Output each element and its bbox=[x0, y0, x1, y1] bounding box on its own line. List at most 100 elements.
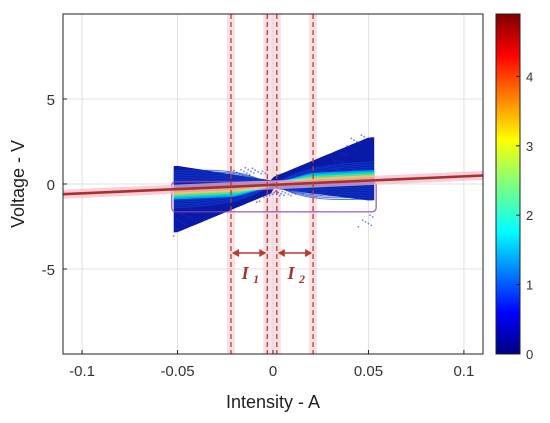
colorbar-ticks: 0 1 2 3 4 bbox=[516, 69, 533, 362]
scatter-point bbox=[224, 176, 227, 179]
scatter-point bbox=[251, 167, 254, 170]
x-tick-label: 0.05 bbox=[354, 363, 383, 380]
y-axis-label: Voltage - V bbox=[8, 140, 28, 228]
scatter-point bbox=[348, 145, 351, 148]
x-axis-ticks: -0.1 -0.05 0 0.05 0.1 bbox=[69, 350, 474, 380]
scatter-point bbox=[214, 178, 217, 181]
scatter-point bbox=[294, 193, 297, 195]
interval-label-subscript: 1 bbox=[253, 272, 259, 286]
scatter-point bbox=[191, 199, 194, 202]
scatter-point bbox=[367, 222, 370, 225]
scatter-point bbox=[320, 170, 323, 173]
colorbar-tick-label: 0 bbox=[526, 347, 533, 362]
scatter-point bbox=[285, 189, 288, 192]
scatter-point bbox=[298, 190, 301, 193]
scatter-point bbox=[277, 191, 280, 194]
scatter-point bbox=[188, 216, 191, 219]
scatter-point bbox=[284, 192, 287, 194]
scatter-point bbox=[228, 173, 231, 175]
colorbar-tick-label: 3 bbox=[526, 139, 533, 154]
fit-line-stroke bbox=[63, 174, 483, 196]
interval-label: I bbox=[286, 263, 295, 283]
scatter-point bbox=[237, 177, 240, 180]
scatter-point bbox=[231, 174, 234, 177]
scatter-point bbox=[254, 169, 257, 172]
scatter-point bbox=[261, 170, 264, 173]
scatter-point bbox=[288, 190, 291, 193]
scatter-point bbox=[343, 162, 345, 165]
scatter-point bbox=[340, 161, 343, 164]
scatter-point bbox=[184, 223, 187, 226]
scatter-point bbox=[364, 221, 367, 223]
scatter-point bbox=[207, 198, 210, 201]
fit-line bbox=[63, 171, 483, 199]
scatter-point bbox=[370, 224, 373, 227]
y-tick-label: 5 bbox=[47, 92, 55, 109]
scatter-point bbox=[359, 142, 361, 145]
scatter-point bbox=[278, 194, 281, 197]
scatter-point bbox=[172, 235, 175, 237]
scatter-point bbox=[281, 190, 284, 193]
scatter-point bbox=[296, 189, 298, 192]
scatter-point bbox=[245, 172, 248, 175]
scatter-point bbox=[336, 168, 338, 170]
scatter-point bbox=[190, 208, 192, 211]
scatter-point bbox=[175, 218, 178, 221]
scatter-point bbox=[185, 214, 188, 217]
colorbar-tick-label: 4 bbox=[526, 69, 533, 84]
scatter-point bbox=[356, 140, 358, 143]
scatter-point bbox=[347, 154, 350, 157]
scatter-point bbox=[264, 172, 267, 175]
scatter-point bbox=[174, 226, 177, 229]
interval-label-subscript: 2 bbox=[298, 272, 305, 286]
scatter-point bbox=[273, 191, 275, 194]
scatter-point bbox=[263, 196, 265, 199]
scatter-point bbox=[260, 172, 262, 175]
scatter-point bbox=[265, 195, 268, 198]
scatter-point bbox=[366, 137, 368, 140]
colorbar-tick-label: 2 bbox=[526, 208, 533, 223]
scatter-point bbox=[181, 221, 184, 224]
interval-arrow-head bbox=[305, 249, 313, 257]
scatter-point bbox=[338, 152, 341, 155]
scatter-point bbox=[194, 201, 197, 204]
scatter-point bbox=[240, 168, 242, 171]
scatter-point bbox=[344, 153, 347, 156]
scatter-point bbox=[250, 170, 252, 173]
colorbar: 0 1 2 3 4 bbox=[495, 13, 533, 362]
scatter-point bbox=[363, 135, 366, 138]
scatter-point bbox=[351, 147, 354, 150]
scatter-point bbox=[178, 219, 181, 222]
colorbar-gradient bbox=[495, 13, 521, 355]
x-tick-label: -0.1 bbox=[69, 363, 95, 380]
scatter-point bbox=[241, 174, 244, 177]
scatter-point bbox=[234, 176, 237, 179]
x-tick-label: 0.1 bbox=[453, 363, 474, 380]
interval-arrow-head bbox=[232, 249, 239, 257]
scatter-point bbox=[334, 159, 337, 162]
scatter-point bbox=[257, 171, 260, 173]
scatter-point bbox=[247, 168, 250, 171]
scatter-point bbox=[238, 173, 241, 175]
scatter-point bbox=[187, 206, 189, 209]
scatter-point bbox=[333, 167, 335, 169]
scatter-point bbox=[244, 166, 247, 169]
scatter-point bbox=[341, 153, 344, 155]
scatter-point bbox=[177, 228, 179, 231]
scatter-point bbox=[233, 169, 235, 172]
scatter-point bbox=[271, 193, 274, 196]
scatter-point bbox=[330, 166, 333, 169]
scatter-point bbox=[354, 149, 357, 152]
scatter-point bbox=[290, 194, 292, 197]
scatter-point bbox=[200, 204, 202, 206]
scatter-point bbox=[274, 190, 277, 193]
x-tick-label: -0.05 bbox=[160, 363, 194, 380]
scatter-point bbox=[197, 202, 200, 205]
scatter-point bbox=[357, 226, 360, 228]
scatter-point bbox=[346, 145, 348, 147]
colorbar-tick-label: 1 bbox=[526, 278, 533, 293]
y-axis-ticks: -5 0 5 bbox=[42, 92, 67, 279]
